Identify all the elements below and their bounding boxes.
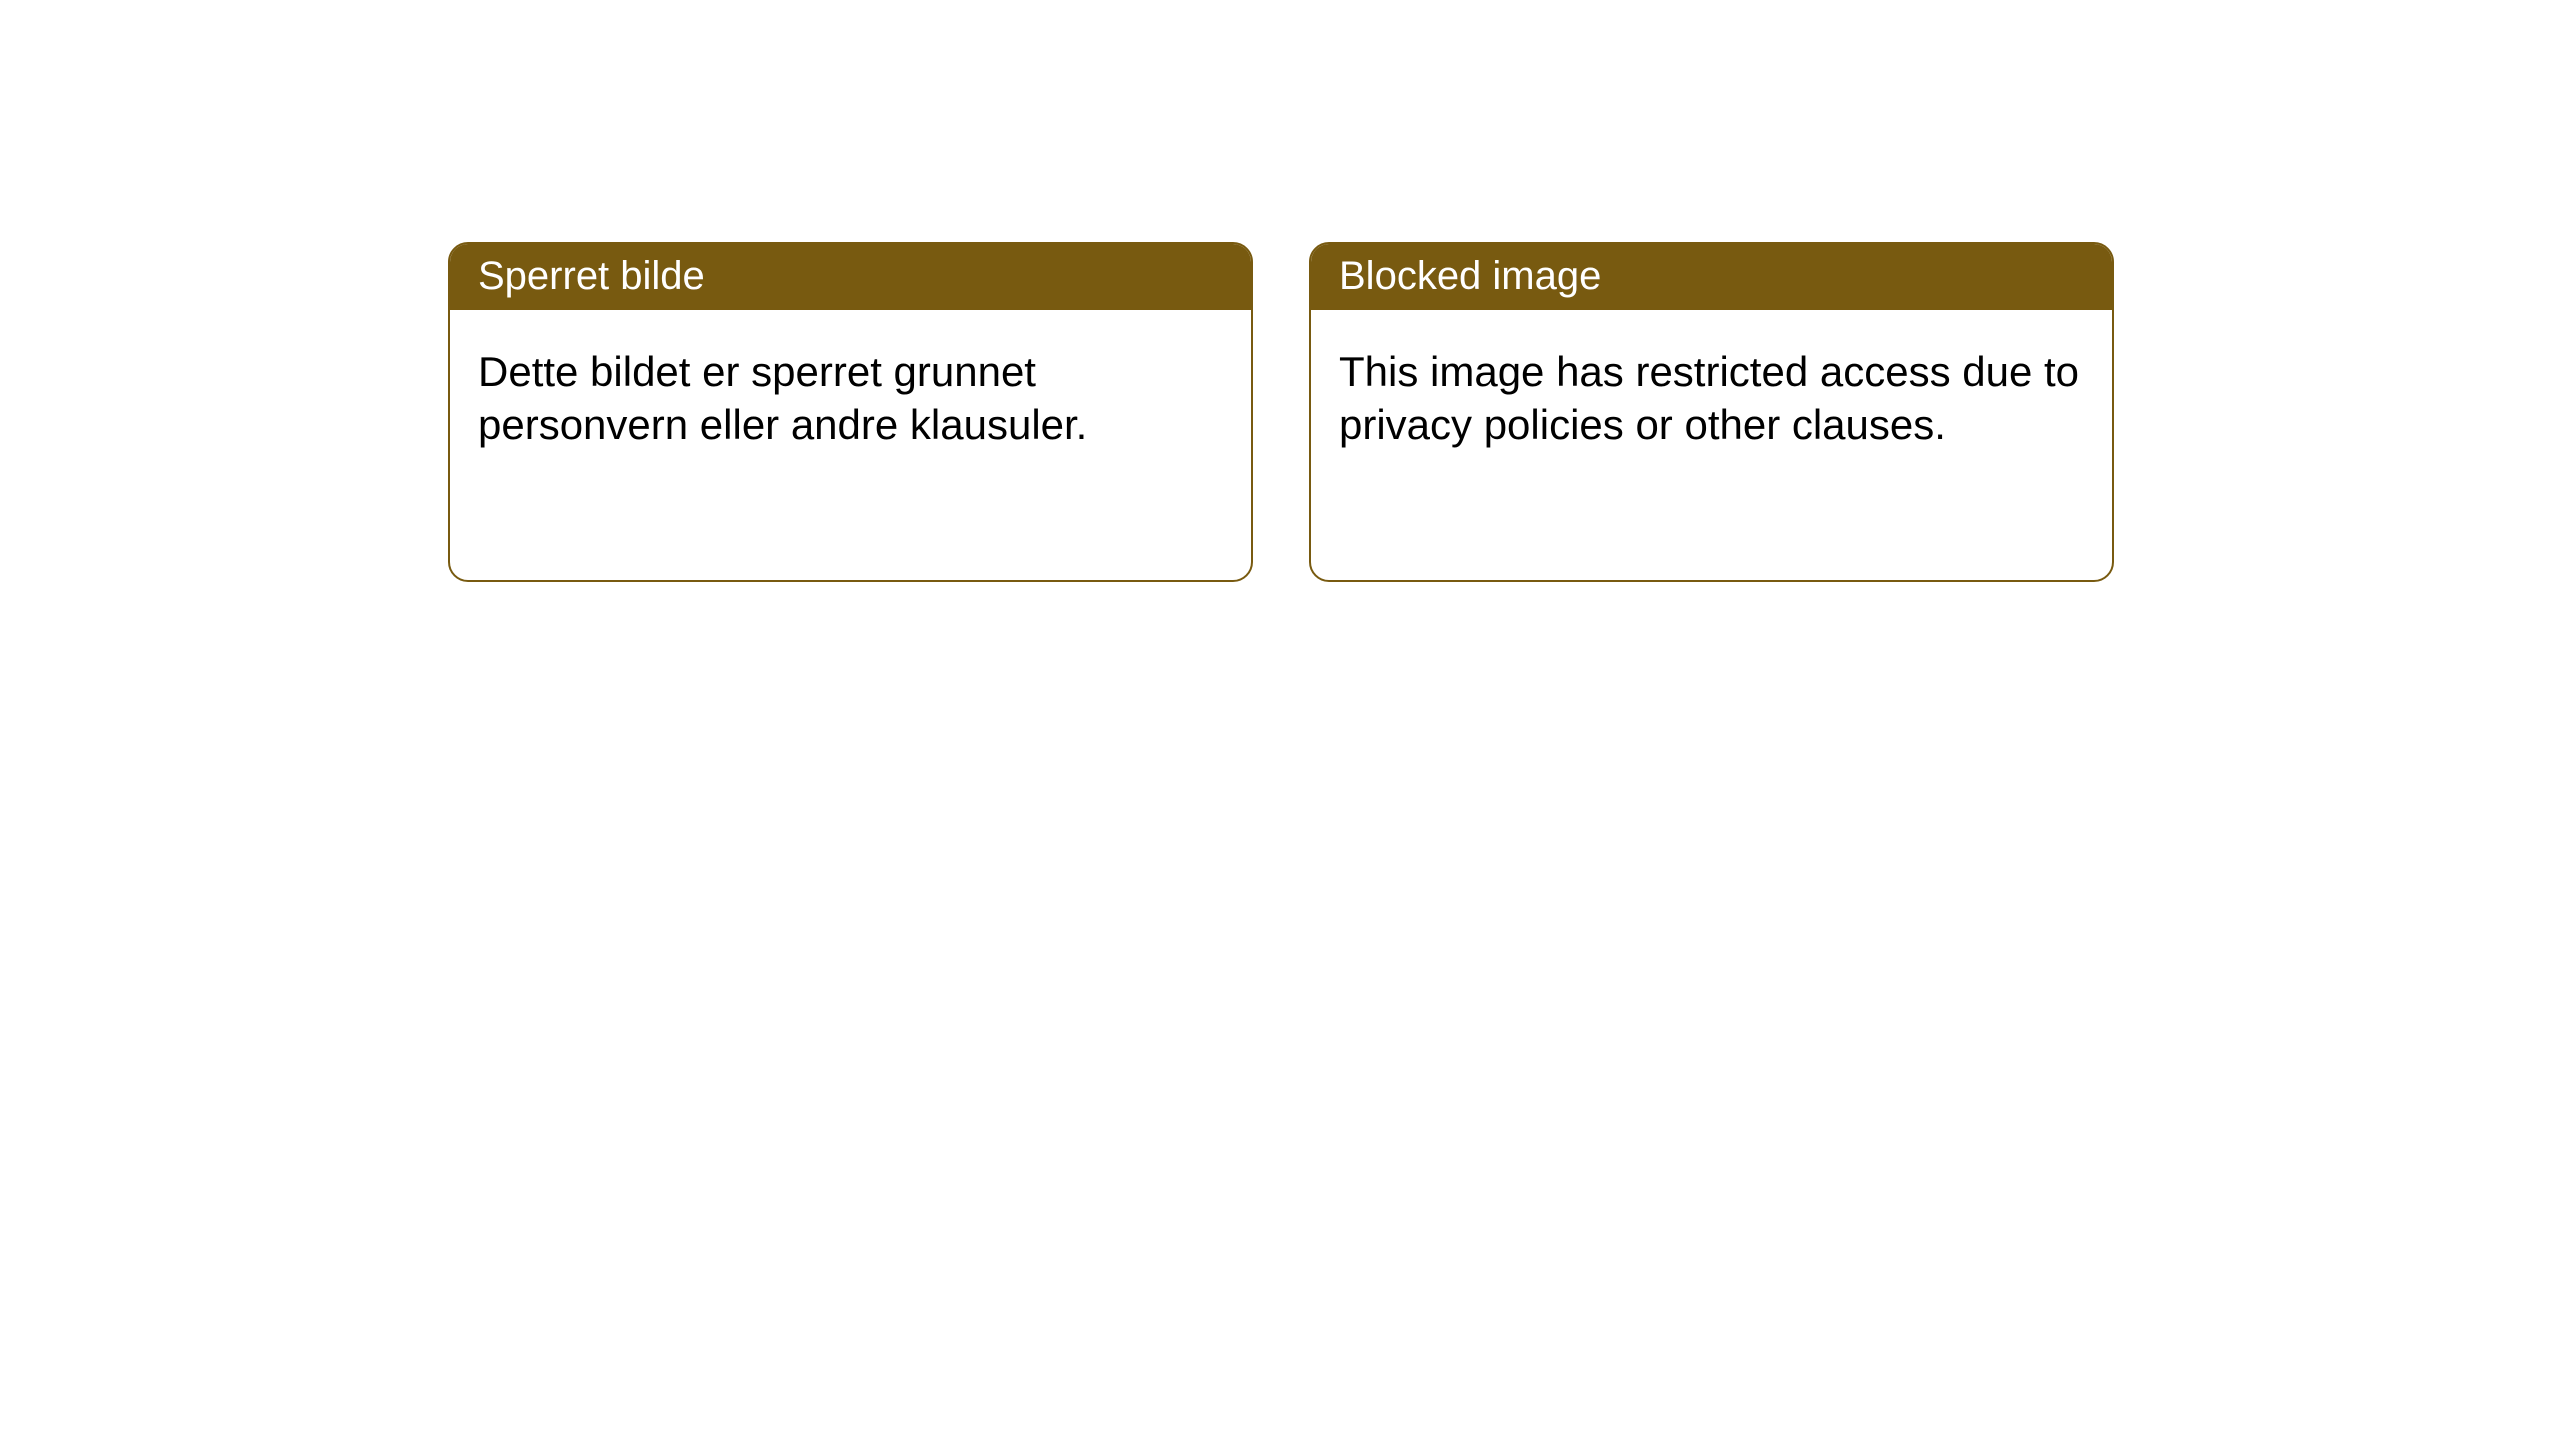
notice-container: Sperret bilde Dette bildet er sperret gr… [0, 0, 2560, 582]
card-text: Dette bildet er sperret grunnet personve… [478, 346, 1223, 451]
card-body: This image has restricted access due to … [1311, 310, 2112, 580]
card-text: This image has restricted access due to … [1339, 346, 2084, 451]
card-title: Blocked image [1339, 254, 1601, 298]
notice-card-norwegian: Sperret bilde Dette bildet er sperret gr… [448, 242, 1253, 582]
card-header: Blocked image [1311, 244, 2112, 310]
card-body: Dette bildet er sperret grunnet personve… [450, 310, 1251, 580]
card-header: Sperret bilde [450, 244, 1251, 310]
card-title: Sperret bilde [478, 254, 705, 298]
notice-card-english: Blocked image This image has restricted … [1309, 242, 2114, 582]
